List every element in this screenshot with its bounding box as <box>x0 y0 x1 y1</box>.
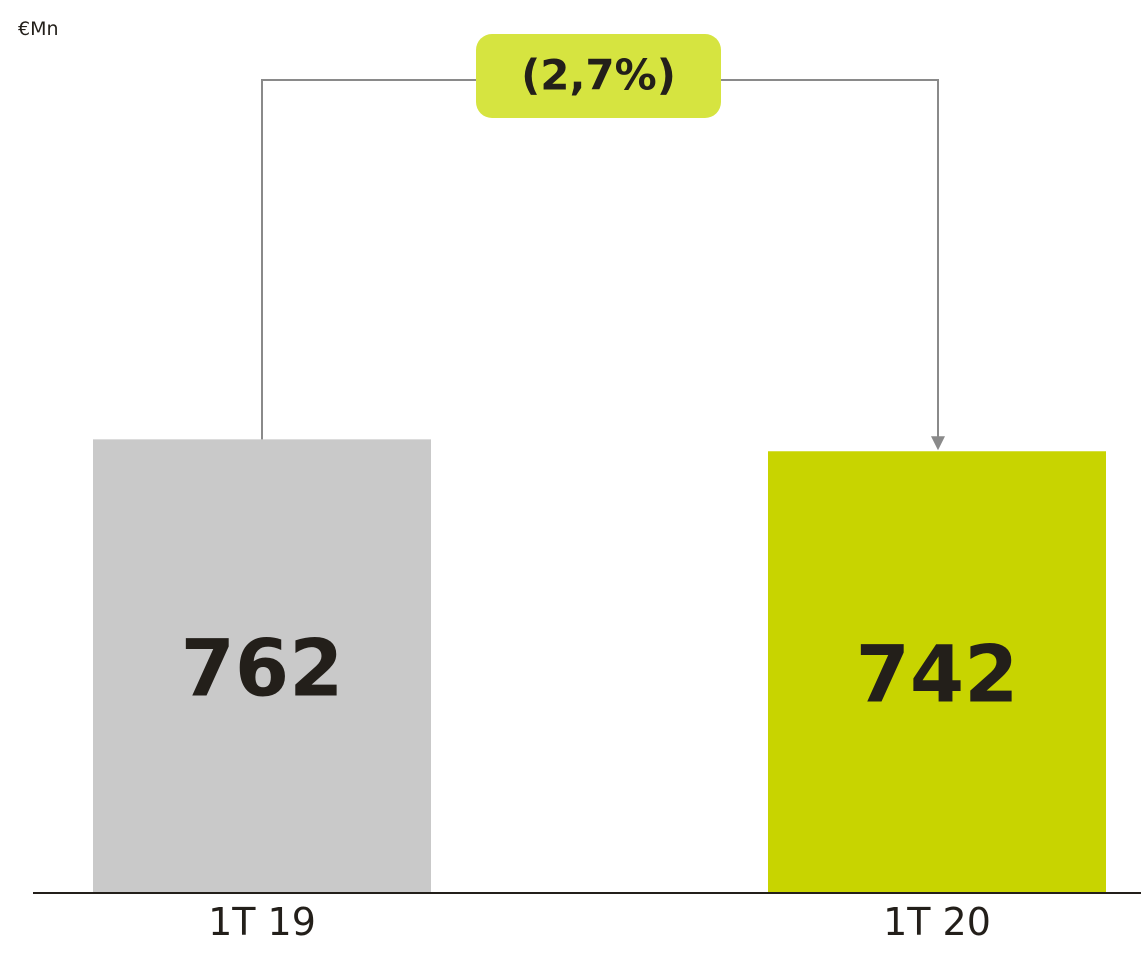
connector-line <box>261 79 939 440</box>
bars-layer <box>33 439 1141 894</box>
change-connector: (2,7%) <box>261 34 945 451</box>
category-label: 1T 19 <box>208 900 316 944</box>
bar-1t-19 <box>93 439 431 893</box>
value-label: 742 <box>856 631 1019 721</box>
unit-label: €Mn <box>18 18 59 40</box>
change-label: (2,7%) <box>521 51 676 100</box>
change-badge <box>476 34 721 118</box>
bar-1t-20 <box>768 451 1106 893</box>
arrow-down-icon <box>931 436 945 451</box>
category-label: 1T 20 <box>883 900 991 944</box>
value-label: 762 <box>181 625 344 715</box>
labels-layer: 762 1T 19 742 1T 20 <box>181 625 1019 944</box>
